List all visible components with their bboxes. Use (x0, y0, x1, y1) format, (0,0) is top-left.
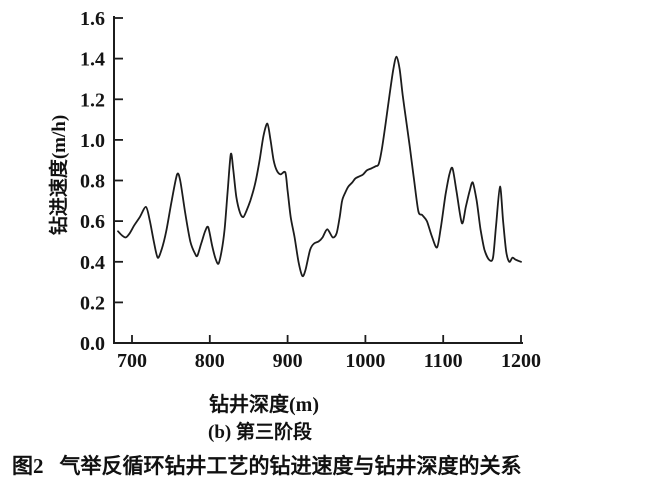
y-tick-label: 1.4 (80, 49, 105, 71)
x-tick-label: 800 (195, 350, 225, 372)
figure-subtitle: (b) 第三阶段 (208, 422, 312, 443)
y-tick-label: 0.2 (80, 292, 105, 314)
figure-caption: 图2 气举反循环钻井工艺的钻进速度与钻井深度的关系 (12, 450, 652, 480)
x-tick-label: 900 (273, 350, 303, 372)
x-tick-label: 1200 (501, 350, 541, 372)
caption-text: 气举反循环钻井工艺的钻进速度与钻井深度的关系 (59, 454, 522, 478)
x-tick-label: 1100 (424, 350, 463, 372)
data-line (117, 55, 522, 278)
x-tick-label: 1000 (345, 350, 385, 372)
y-axis-title: 钻进速度(m/h) (49, 114, 70, 236)
y-tick-label: 1.0 (80, 130, 105, 152)
caption-number: 图2 (12, 454, 44, 478)
y-tick-label: 1.6 (80, 8, 105, 30)
x-axis-ticks: 700 800 900 1000 1100 1200 (117, 335, 541, 372)
chart: 0.0 0.2 0.4 0.6 0.8 1.0 1.2 1.4 1.6 700 800 900 100… (80, 8, 541, 372)
x-tick-label: 700 (117, 350, 147, 372)
y-tick-label: 0.6 (80, 211, 105, 233)
y-tick-label: 0.8 (80, 171, 105, 193)
x-axis-title: 钻井深度(m) (209, 394, 319, 416)
y-tick-label: 0.0 (80, 333, 105, 355)
y-tick-label: 0.4 (80, 252, 105, 274)
y-axis-ticks: 0.0 0.2 0.4 0.6 0.8 1.0 1.2 1.4 1.6 (80, 8, 123, 355)
y-tick-label: 1.2 (80, 89, 105, 111)
